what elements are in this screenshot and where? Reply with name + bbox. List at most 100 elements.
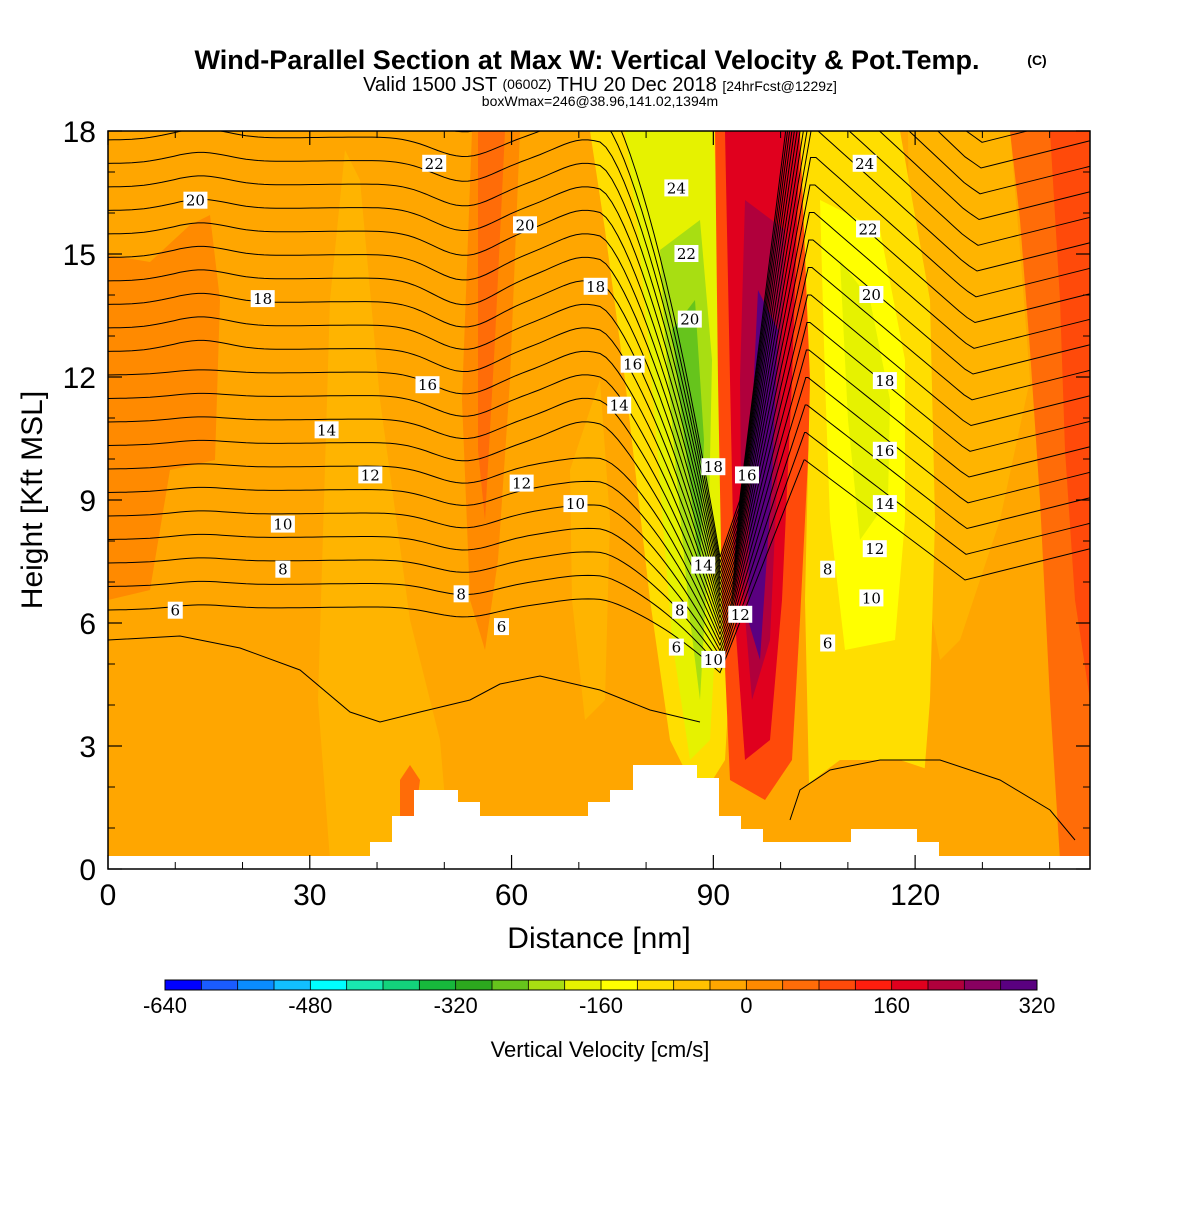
contour-label: 20 xyxy=(677,310,702,329)
valid-date: THU 20 Dec 2018 xyxy=(557,74,717,96)
colorbar-label: -160 xyxy=(579,993,623,1018)
theta-contour-line xyxy=(108,239,1090,631)
x-tick-label: 120 xyxy=(890,879,940,912)
contour-label: 24 xyxy=(664,179,689,197)
contour-label-text: 24 xyxy=(855,155,874,173)
colorbar-swatch xyxy=(383,980,420,990)
contour-label-box xyxy=(820,634,836,652)
contour-label-box xyxy=(183,191,208,209)
contour-label-box xyxy=(856,220,881,238)
contour-label: 18 xyxy=(583,277,608,296)
contour-label-box xyxy=(859,286,884,303)
terrain xyxy=(108,765,1090,869)
valid-time: Valid 1500 JST xyxy=(363,74,497,96)
contour-label-text: 18 xyxy=(875,372,894,390)
x-tick-label: 90 xyxy=(697,879,730,912)
contour-label: 16 xyxy=(415,376,440,394)
contour-label-box xyxy=(820,560,836,578)
contour-label-box xyxy=(852,154,877,172)
copyright-mark: (C) xyxy=(1027,52,1046,68)
colorbar-label: -640 xyxy=(143,993,187,1018)
downdraft-zone-inner xyxy=(660,220,712,700)
colorbar-label: -320 xyxy=(434,993,478,1018)
forecast-label: [24hrFcst@1229z] xyxy=(722,78,837,94)
colorbar-swatch xyxy=(274,980,311,990)
x-axis: 0 30 60 90 120 xyxy=(100,131,1051,912)
x-tick-label: 0 xyxy=(100,879,117,912)
contour-label-box xyxy=(701,458,726,476)
contour-label-text: 8 xyxy=(675,602,685,620)
theta-contour-line xyxy=(108,131,1030,582)
contour-label-text: 6 xyxy=(672,639,682,657)
contour-label-text: 16 xyxy=(875,442,894,460)
box-wmax-label: boxWmax=246@38.96,141.02,1394m xyxy=(482,93,718,109)
contour-label-text: 14 xyxy=(875,495,894,513)
contour-label: 8 xyxy=(275,560,291,579)
colorbar-swatch xyxy=(746,980,784,990)
theta-contour-line xyxy=(108,404,1090,663)
contour-label-text: 16 xyxy=(737,466,756,484)
contour-label-box xyxy=(691,556,716,574)
contour-label-text: 14 xyxy=(317,421,336,439)
contour-label-text: 22 xyxy=(425,155,444,173)
contour-label: 10 xyxy=(270,515,295,534)
contour-label-box xyxy=(563,495,588,513)
theta-contour-line-low xyxy=(108,635,701,723)
contour-label-box xyxy=(422,154,447,172)
contour-label-text: 14 xyxy=(610,397,629,415)
colorbar-title: Vertical Velocity [cm/s] xyxy=(491,1037,710,1062)
contour-label-text: 12 xyxy=(865,540,884,558)
contour-label-box xyxy=(672,601,688,619)
y-axis-label: Height [Kft MSL] xyxy=(16,391,49,609)
contour-label: 14 xyxy=(607,396,632,415)
contour-label: 8 xyxy=(820,560,836,579)
contour-label: 24 xyxy=(852,154,877,173)
contour-label-text: 20 xyxy=(186,192,205,210)
contour-label: 22 xyxy=(422,154,447,173)
contour-label: 12 xyxy=(358,466,383,484)
contour-label-box xyxy=(513,216,538,234)
colorbar-swatch xyxy=(528,980,566,990)
contour-label-box xyxy=(701,650,726,668)
contour-label-box xyxy=(872,495,897,513)
contour-label: 16 xyxy=(872,441,897,460)
contour-label: 14 xyxy=(314,421,339,439)
subsiding-band-east xyxy=(908,131,1030,660)
theta-contour-line xyxy=(108,131,1090,593)
theta-contour-line xyxy=(108,131,1090,609)
contour-label: 14 xyxy=(872,495,897,513)
theta-contour-line xyxy=(108,131,791,571)
contour-label-text: 18 xyxy=(586,278,605,296)
colorbar-swatch xyxy=(782,980,820,990)
theta-contour-line xyxy=(108,131,793,576)
rising-band-west xyxy=(318,150,450,860)
contour-label-text: 12 xyxy=(731,606,750,624)
colorbar-swatch xyxy=(710,980,747,990)
contour-label: 18 xyxy=(250,290,275,308)
contour-label: 14 xyxy=(691,556,716,575)
x-axis-label: Distance [nm] xyxy=(507,922,690,955)
y-tick-label: 12 xyxy=(63,362,96,395)
contour-label: 8 xyxy=(672,601,688,620)
contour-label: 20 xyxy=(513,216,538,234)
contour-label-box xyxy=(358,466,383,484)
colorbar-swatch xyxy=(637,980,675,990)
contour-label: 8 xyxy=(453,585,469,603)
contour-label-text: 18 xyxy=(253,290,272,308)
contour-label: 20 xyxy=(183,191,208,210)
contour-label-text: 20 xyxy=(515,216,534,234)
colorbar-label: 160 xyxy=(873,993,910,1018)
theta-contour-line xyxy=(108,267,1090,636)
contour-label: 6 xyxy=(820,634,836,653)
colorbar-label: -480 xyxy=(288,993,332,1018)
colorbar-frame xyxy=(164,979,1038,991)
theta-contour-line xyxy=(108,131,1090,587)
contour-label-box xyxy=(674,245,699,262)
contour-label-text: 24 xyxy=(667,179,686,197)
theta-contour-line-lee xyxy=(789,759,1076,841)
theta-contour-line xyxy=(108,131,1090,598)
contour-label-box xyxy=(872,441,897,459)
contour-label-box xyxy=(453,585,469,603)
contour-label-box xyxy=(734,466,759,484)
contour-label-text: 6 xyxy=(170,602,180,620)
